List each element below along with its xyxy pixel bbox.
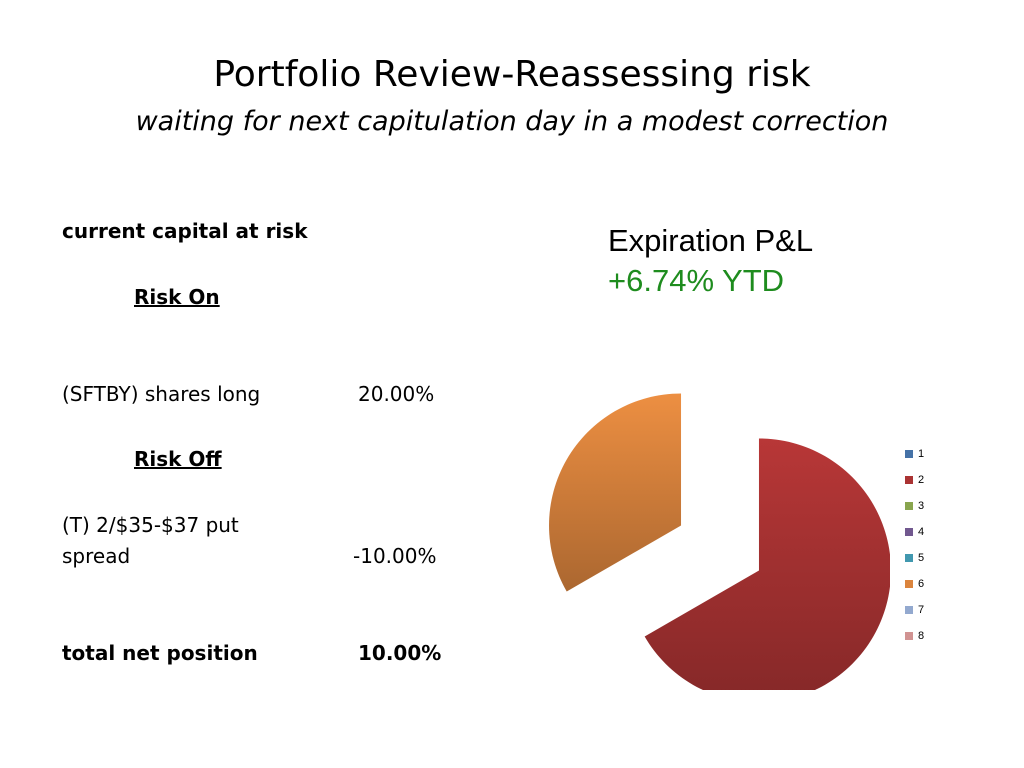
total-value: 10.00% bbox=[358, 641, 442, 665]
legend-item-7: 7 bbox=[905, 602, 965, 628]
legend-item-8: 8 bbox=[905, 628, 965, 654]
pie-slice-2 bbox=[644, 438, 890, 690]
legend-swatch bbox=[905, 476, 913, 484]
legend-swatch bbox=[905, 528, 913, 536]
legend-item-3: 3 bbox=[905, 498, 965, 524]
chart-legend: 1 2 3 4 5 6 7 8 bbox=[905, 446, 965, 654]
pie-chart bbox=[549, 393, 890, 690]
legend-swatch bbox=[905, 502, 913, 510]
legend-label: 8 bbox=[918, 630, 925, 642]
legend-label: 2 bbox=[918, 474, 925, 486]
legend-swatch bbox=[905, 450, 913, 458]
slide-title: Portfolio Review-Reassessing risk bbox=[213, 54, 811, 95]
risk-off-row-name-line1: (T) 2/$35-$37 put bbox=[62, 513, 239, 537]
risk-on-label: Risk On bbox=[134, 285, 220, 309]
legend-label: 7 bbox=[918, 604, 925, 616]
pie-slice-6 bbox=[549, 393, 682, 592]
legend-swatch bbox=[905, 606, 913, 614]
legend-label: 6 bbox=[918, 578, 925, 590]
risk-off-row-name-line2: spread bbox=[62, 544, 131, 568]
chart-subtitle: +6.74% YTD bbox=[608, 263, 785, 298]
capital-heading: current capital at risk bbox=[62, 219, 308, 243]
risk-on-row-name: (SFTBY) shares long bbox=[62, 382, 261, 406]
total-name: total net position bbox=[62, 641, 258, 665]
legend-item-6: 6 bbox=[905, 576, 965, 602]
legend-item-2: 2 bbox=[905, 472, 965, 498]
legend-label: 4 bbox=[918, 526, 925, 538]
legend-item-4: 4 bbox=[905, 524, 965, 550]
chart-title: Expiration P&L bbox=[608, 223, 814, 258]
legend-swatch bbox=[905, 554, 913, 562]
legend-label: 3 bbox=[918, 500, 925, 512]
slide-subtitle: waiting for next capitulation day in a m… bbox=[135, 106, 889, 137]
legend-swatch bbox=[905, 580, 913, 588]
legend-label: 1 bbox=[918, 448, 925, 460]
legend-item-5: 5 bbox=[905, 550, 965, 576]
risk-off-row-value: -10.00% bbox=[353, 544, 437, 568]
legend-item-1: 1 bbox=[905, 446, 965, 472]
risk-off-label: Risk Off bbox=[134, 447, 222, 471]
risk-on-row-value: 20.00% bbox=[358, 382, 435, 406]
legend-label: 5 bbox=[918, 552, 925, 564]
legend-swatch bbox=[905, 632, 913, 640]
